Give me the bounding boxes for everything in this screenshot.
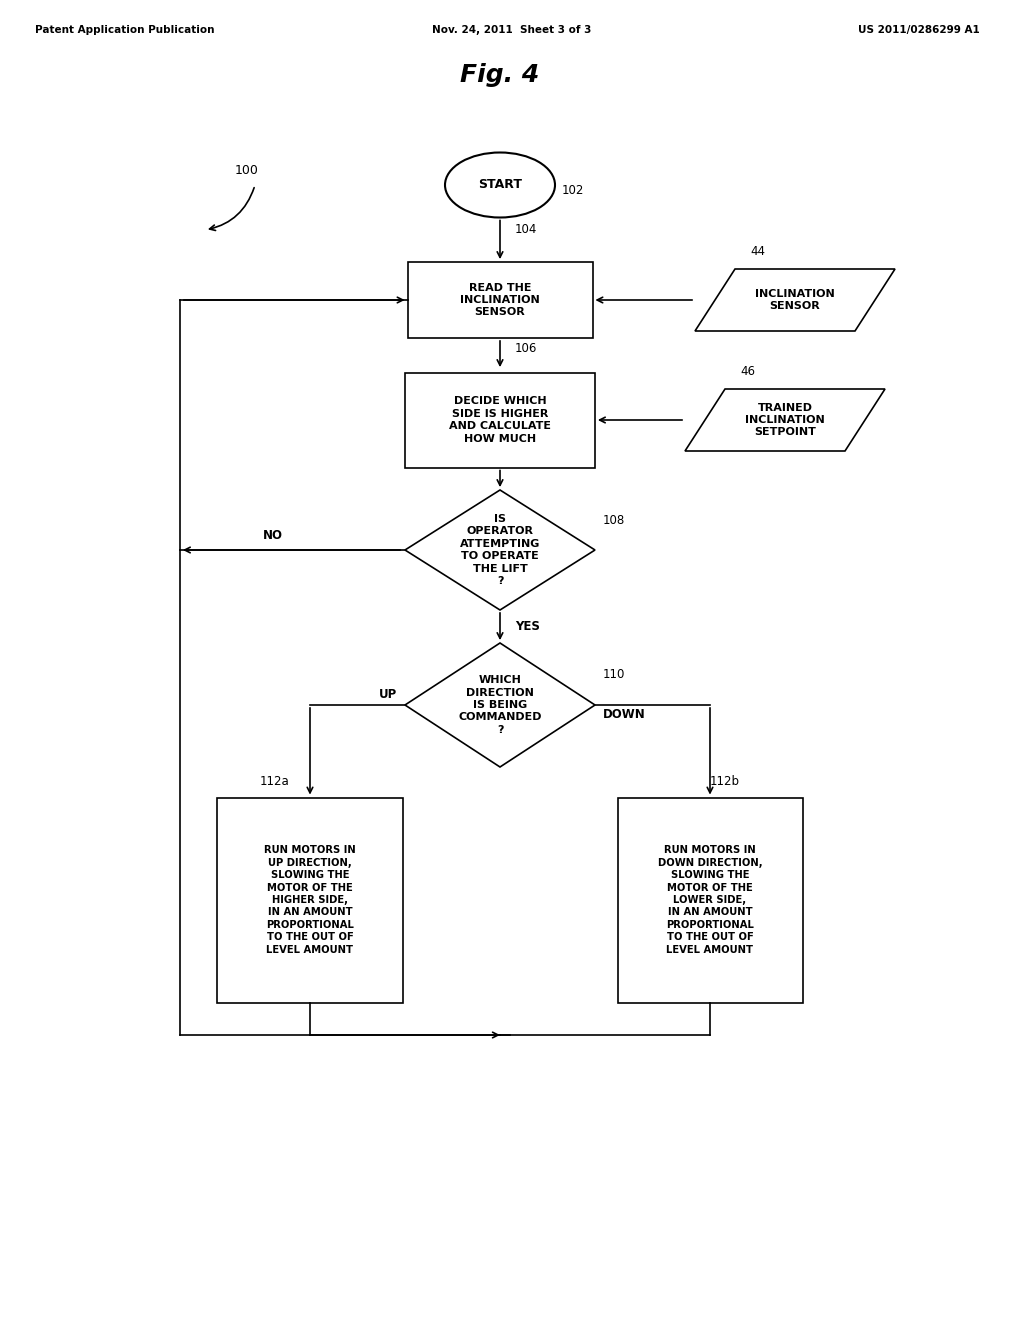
FancyBboxPatch shape [217,797,402,1002]
Text: 112b: 112b [710,775,740,788]
Text: UP: UP [379,689,397,701]
Text: START: START [478,178,522,191]
Text: 112a: 112a [260,775,290,788]
Text: YES: YES [515,620,540,634]
Text: Nov. 24, 2011  Sheet 3 of 3: Nov. 24, 2011 Sheet 3 of 3 [432,25,592,36]
Text: 102: 102 [562,183,585,197]
Text: 104: 104 [515,223,538,236]
FancyBboxPatch shape [617,797,803,1002]
Text: US 2011/0286299 A1: US 2011/0286299 A1 [858,25,980,36]
Text: RUN MOTORS IN
DOWN DIRECTION,
SLOWING THE
MOTOR OF THE
LOWER SIDE,
IN AN AMOUNT
: RUN MOTORS IN DOWN DIRECTION, SLOWING TH… [657,845,762,954]
FancyBboxPatch shape [408,261,593,338]
Text: 106: 106 [515,342,538,355]
Text: 46: 46 [740,366,755,378]
Text: DOWN: DOWN [603,709,646,722]
Text: 108: 108 [603,513,626,527]
Text: Fig. 4: Fig. 4 [461,63,540,87]
Text: RUN MOTORS IN
UP DIRECTION,
SLOWING THE
MOTOR OF THE
HIGHER SIDE,
IN AN AMOUNT
P: RUN MOTORS IN UP DIRECTION, SLOWING THE … [264,845,356,954]
Text: 100: 100 [234,164,259,177]
Text: 110: 110 [603,668,626,681]
Text: READ THE
INCLINATION
SENSOR: READ THE INCLINATION SENSOR [460,282,540,317]
Text: TRAINED
INCLINATION
SETPOINT: TRAINED INCLINATION SETPOINT [745,403,825,437]
Text: IS
OPERATOR
ATTEMPTING
TO OPERATE
THE LIFT
?: IS OPERATOR ATTEMPTING TO OPERATE THE LI… [460,513,541,586]
FancyBboxPatch shape [406,372,595,467]
Text: 44: 44 [750,246,765,257]
Text: INCLINATION
SENSOR: INCLINATION SENSOR [755,289,835,312]
Text: WHICH
DIRECTION
IS BEING
COMMANDED
?: WHICH DIRECTION IS BEING COMMANDED ? [459,676,542,735]
Ellipse shape [445,153,555,218]
Polygon shape [406,490,595,610]
Text: Patent Application Publication: Patent Application Publication [35,25,214,36]
Polygon shape [695,269,895,331]
Text: NO: NO [262,529,283,543]
Text: DECIDE WHICH
SIDE IS HIGHER
AND CALCULATE
HOW MUCH: DECIDE WHICH SIDE IS HIGHER AND CALCULAT… [449,396,551,444]
Polygon shape [685,389,885,451]
Polygon shape [406,643,595,767]
